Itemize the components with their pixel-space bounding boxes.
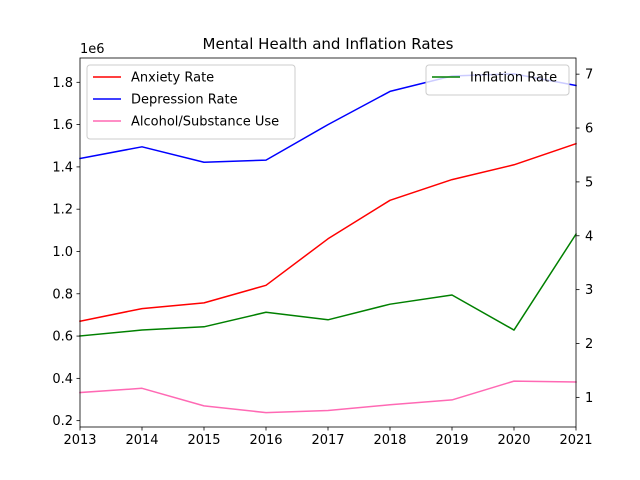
legend-label-depression-rate: Depression Rate <box>131 93 238 108</box>
left-axis-offset-label: 1e6 <box>80 42 105 57</box>
x-tick-label: 2021 <box>559 433 592 448</box>
left-y-tick-label: 1.2 <box>52 203 73 218</box>
x-tick-label: 2018 <box>373 433 406 448</box>
left-y-tick-label: 1.6 <box>52 118 73 133</box>
left-y-tick-label: 0.8 <box>52 287 73 302</box>
left-y-tick-label: 1.4 <box>52 160 73 175</box>
legend-label-inflation-rate: Inflation Rate <box>470 71 557 86</box>
legend-layer: Anxiety Rate Depression Rate Alcohol/Subst… <box>86 64 570 140</box>
left-y-tick-label: 0.4 <box>52 372 73 387</box>
legend-label-anxiety-rate: Anxiety Rate <box>131 71 214 86</box>
right-y-tick-label: 1 <box>585 391 593 406</box>
x-tick-label: 2019 <box>435 433 468 448</box>
x-tick-label: 2015 <box>187 433 220 448</box>
left-y-tick-label: 0.6 <box>52 330 73 345</box>
x-tick-label: 2016 <box>249 433 282 448</box>
right-y-tick-label: 6 <box>585 122 593 137</box>
legend-label-alcohol-substance-use: Alcohol/Substance Use <box>131 115 279 130</box>
left-y-tick-label: 0.2 <box>52 414 73 429</box>
series-line-inflation-rate <box>79 233 578 337</box>
legend-upper-left <box>86 64 296 140</box>
x-tick-label: 2017 <box>311 433 344 448</box>
series-line-alcohol-substance-use <box>79 380 577 414</box>
right-y-tick-label: 5 <box>585 175 593 190</box>
chart-title: Mental Health and Inflation Rates <box>203 35 454 53</box>
x-tick-label: 2020 <box>497 433 530 448</box>
axes-layer: 2013 2014 2015 2016 2017 2018 2019 2020 2021 0.2 0… <box>52 57 593 448</box>
x-tick-label: 2014 <box>125 433 158 448</box>
right-y-tick-label: 3 <box>585 283 593 298</box>
right-y-tick-label: 7 <box>585 68 593 83</box>
right-y-tick-label: 2 <box>585 337 593 352</box>
series-layer <box>79 73 578 414</box>
right-y-tick-label: 4 <box>585 229 593 244</box>
series-line-anxiety-rate <box>79 142 577 323</box>
left-y-tick-label: 1.8 <box>52 76 73 91</box>
legend-upper-right <box>425 64 570 96</box>
left-y-tick-label: 1.0 <box>52 245 73 260</box>
x-tick-label: 2013 <box>63 433 96 448</box>
